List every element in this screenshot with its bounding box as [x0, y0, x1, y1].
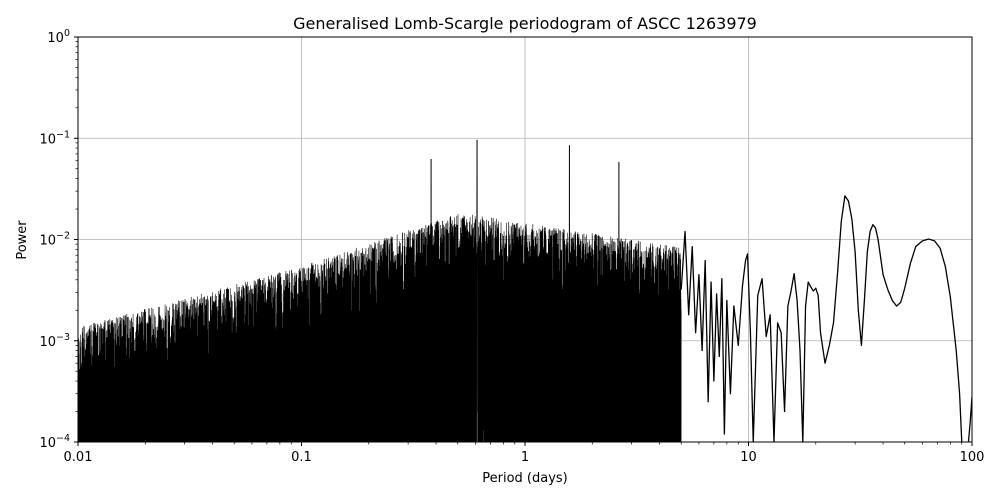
y-tick-label: 10−3 — [39, 332, 70, 350]
x-tick-label: 1 — [521, 450, 529, 465]
y-tick-label: 10−2 — [39, 231, 70, 249]
y-tick-label: 10−4 — [39, 433, 70, 451]
axis-ticks: 0.01 0.1 1 10 100 10−4 10−3 10−2 10−1 100 — [39, 28, 984, 465]
y-tick-label: 100 — [47, 28, 70, 46]
y-axis-label: Power — [15, 220, 30, 260]
x-tick-label: 100 — [960, 450, 985, 465]
plot-area — [78, 139, 972, 442]
x-axis-label: Period (days) — [482, 471, 568, 486]
x-tick-label: 10 — [740, 450, 757, 465]
periodogram-noise-line — [78, 139, 682, 442]
periodogram-series-line — [680, 195, 972, 442]
x-tick-label: 0.1 — [291, 450, 312, 465]
x-tick-label: 0.01 — [64, 450, 93, 465]
y-tick-label: 10−1 — [39, 129, 70, 147]
chart-title: Generalised Lomb-Scargle periodogram of … — [293, 14, 757, 33]
